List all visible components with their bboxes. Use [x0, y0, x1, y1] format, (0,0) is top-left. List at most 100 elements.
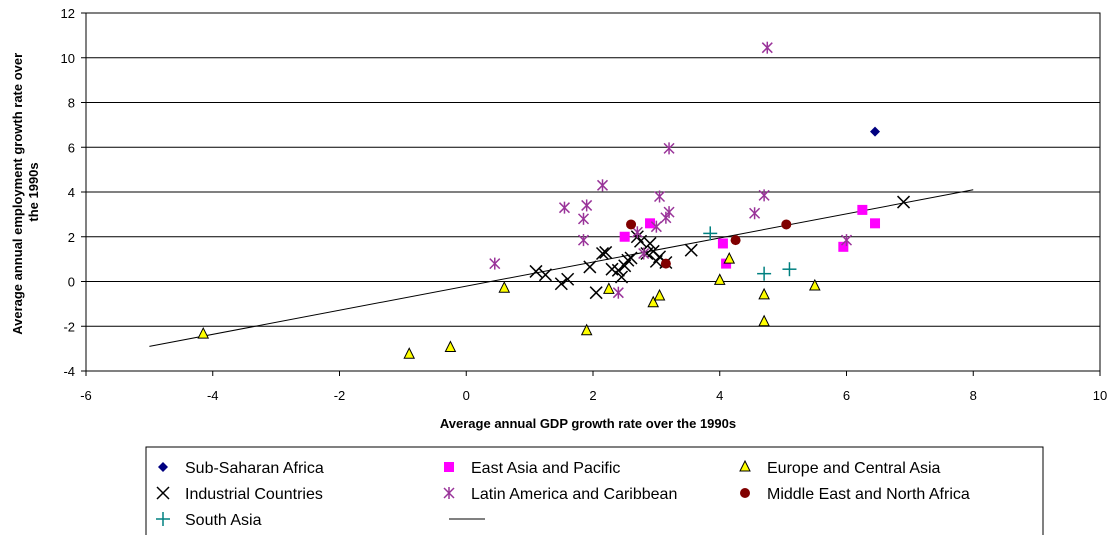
- triangle-marker-shape: [444, 340, 457, 353]
- square-marker-shape: [717, 238, 728, 249]
- y-tick-label: 6: [68, 140, 75, 155]
- data-point: [758, 189, 770, 202]
- data-point: [624, 251, 638, 265]
- data-point: [614, 270, 629, 284]
- data-point: [757, 266, 772, 281]
- data-point: [749, 207, 761, 220]
- diamond-marker-shape: [870, 126, 881, 137]
- trendline: [149, 189, 974, 347]
- data-point: [583, 260, 597, 274]
- data-point: [870, 218, 881, 229]
- x-tick-label: -4: [207, 388, 219, 403]
- square-marker-shape: [619, 231, 630, 242]
- data-point: [561, 272, 575, 286]
- x-tick-label: 8: [970, 388, 977, 403]
- x-tick-label: -6: [80, 388, 92, 403]
- legend-label: Latin America and Caribbean: [471, 486, 677, 503]
- legend-entry: Latin America and Caribbean: [443, 486, 677, 503]
- y-tick-label: 0: [68, 275, 75, 290]
- x-tick-label: -2: [334, 388, 346, 403]
- triangle-marker-shape: [603, 282, 615, 294]
- data-point: [703, 226, 718, 241]
- data-point: [840, 234, 853, 247]
- square-marker-shape: [857, 204, 868, 215]
- triangle-marker-shape: [647, 295, 660, 308]
- data-point: [444, 340, 457, 353]
- x-marker-stroke: [624, 251, 638, 265]
- y-axis-title-line-1: Average annual employment growth rate ov…: [10, 53, 25, 335]
- legend-marker: [444, 462, 454, 472]
- data-point: [647, 295, 660, 308]
- data-point: [638, 247, 650, 260]
- y-axis-title: Average annual employment growth rate ov…: [10, 49, 41, 335]
- data-point: [596, 179, 609, 192]
- x-tick-label: 6: [843, 388, 850, 403]
- data-points: [197, 41, 911, 359]
- triangle-marker-shape: [580, 323, 593, 336]
- x-marker-stroke: [538, 268, 552, 282]
- y-tick-label: -4: [63, 364, 75, 379]
- circle-marker-shape: [730, 235, 741, 246]
- data-point: [577, 212, 590, 225]
- data-point: [529, 264, 543, 278]
- x-marker-stroke: [640, 247, 654, 261]
- x-marker-stroke: [643, 236, 657, 250]
- data-point: [730, 235, 741, 246]
- x-marker-stroke: [589, 286, 603, 300]
- y-tick-label: 8: [68, 96, 75, 111]
- triangle-marker-shape: [197, 326, 210, 339]
- data-point: [589, 286, 603, 300]
- x-tick-label: 2: [589, 388, 596, 403]
- x-marker-stroke: [605, 262, 619, 276]
- data-point: [713, 273, 726, 285]
- data-point: [761, 41, 773, 54]
- data-point: [538, 268, 552, 282]
- x-tick-label: 10: [1093, 388, 1107, 403]
- x-axis-ticks: -6 -4 -2 0 2 4 6 8 10: [80, 371, 1107, 403]
- legend-entry: Middle East and North Africa: [740, 486, 970, 503]
- x-marker-stroke: [684, 243, 698, 257]
- x-marker-stroke: [599, 245, 613, 259]
- legend-label: Industrial Countries: [185, 486, 323, 503]
- data-point: [631, 226, 643, 239]
- data-point: [612, 286, 624, 299]
- diamond-marker-shape: [158, 462, 168, 472]
- circle-marker-shape: [781, 219, 792, 230]
- data-point: [403, 347, 416, 359]
- x-marker-stroke: [614, 270, 629, 284]
- triangle-marker-shape: [723, 252, 736, 264]
- data-point: [640, 247, 654, 261]
- data-point: [498, 281, 511, 293]
- x-marker-stroke: [554, 277, 568, 291]
- data-point: [577, 234, 590, 247]
- x-marker-stroke: [897, 195, 911, 209]
- data-point: [781, 219, 792, 230]
- data-point: [599, 245, 613, 259]
- data-point: [619, 231, 630, 242]
- y-axis-title-line-2: the 1990s: [26, 162, 41, 221]
- data-point: [581, 199, 593, 212]
- square-marker-shape: [444, 462, 454, 472]
- data-point: [660, 258, 671, 269]
- y-tick-label: 4: [68, 185, 75, 200]
- trendline-group: [149, 189, 974, 347]
- legend-label: South Asia: [185, 512, 262, 529]
- legend-frame: [145, 446, 1044, 535]
- data-point: [643, 236, 657, 250]
- legend-entry: Industrial Countries: [156, 486, 323, 503]
- legend-marker: [156, 486, 170, 500]
- legend-marker: [158, 462, 168, 472]
- square-marker-shape: [838, 241, 849, 252]
- data-point: [654, 190, 666, 203]
- legend-marker: [156, 512, 170, 526]
- triangle-marker-shape: [713, 273, 726, 285]
- data-point: [626, 219, 637, 230]
- gridlines: [86, 12, 1100, 372]
- data-point: [595, 247, 610, 261]
- y-tick-label: 10: [61, 51, 75, 66]
- legend-marker: [739, 459, 751, 472]
- x-axis-title: Average annual GDP growth rate over the …: [440, 416, 736, 431]
- data-point: [653, 288, 666, 301]
- data-point: [723, 252, 736, 264]
